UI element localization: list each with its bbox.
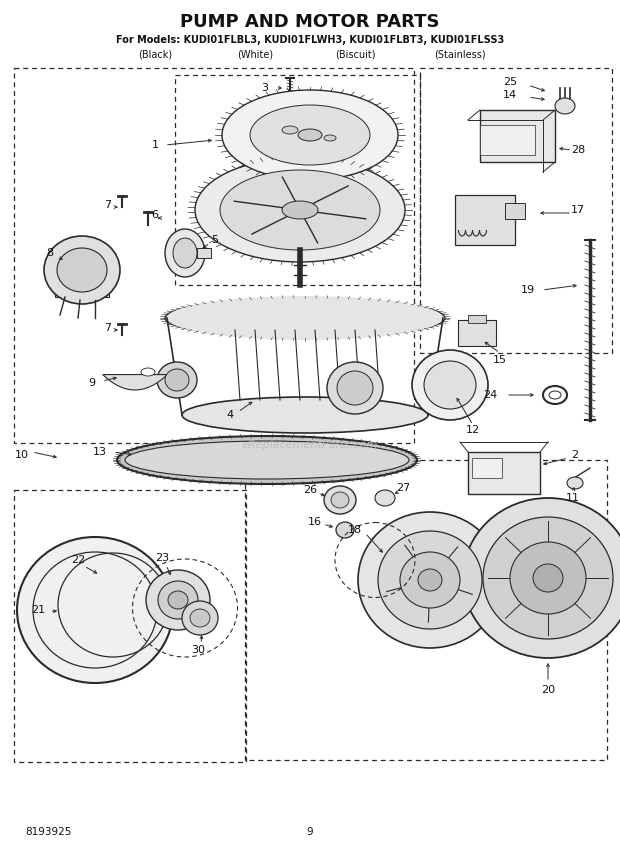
Bar — [455, 195, 515, 245]
Text: 2: 2 — [572, 450, 578, 460]
Bar — [458, 320, 496, 346]
Ellipse shape — [222, 90, 398, 180]
Text: (Stainless): (Stainless) — [434, 49, 486, 59]
Text: 9: 9 — [89, 378, 95, 388]
Text: 30: 30 — [191, 645, 205, 655]
Text: 7: 7 — [104, 200, 112, 210]
Ellipse shape — [483, 517, 613, 639]
Bar — [480, 125, 535, 155]
Text: 16: 16 — [308, 517, 322, 527]
Ellipse shape — [378, 531, 482, 629]
Bar — [175, 75, 420, 285]
Text: 22: 22 — [71, 555, 85, 565]
Ellipse shape — [168, 591, 188, 609]
Ellipse shape — [44, 236, 120, 304]
Bar — [197, 248, 211, 258]
Ellipse shape — [324, 486, 356, 514]
Ellipse shape — [57, 248, 107, 292]
Text: 4: 4 — [226, 410, 234, 420]
Bar — [472, 458, 502, 478]
Ellipse shape — [282, 126, 298, 134]
Text: 10: 10 — [15, 450, 29, 460]
Text: 27: 27 — [396, 483, 410, 493]
Polygon shape — [103, 375, 167, 390]
Ellipse shape — [165, 229, 205, 277]
Text: 24: 24 — [483, 390, 497, 400]
Text: For Models: KUDI01FLBL3, KUDI01FLWH3, KUDI01FLBT3, KUDI01FLSS3: For Models: KUDI01FLBL3, KUDI01FLWH3, KU… — [116, 35, 504, 45]
Ellipse shape — [533, 564, 563, 592]
Ellipse shape — [190, 609, 210, 627]
Bar — [505, 203, 525, 219]
Ellipse shape — [336, 522, 354, 538]
Bar — [468, 452, 540, 494]
Text: 5: 5 — [211, 235, 218, 245]
Ellipse shape — [400, 552, 460, 608]
Ellipse shape — [567, 477, 583, 489]
Text: 17: 17 — [571, 205, 585, 215]
Text: (Black): (Black) — [138, 49, 172, 59]
Ellipse shape — [173, 238, 197, 268]
Text: 19: 19 — [521, 285, 535, 295]
Text: 15: 15 — [493, 355, 507, 365]
Text: 25: 25 — [503, 77, 517, 87]
Text: (Biscuit): (Biscuit) — [335, 49, 375, 59]
Ellipse shape — [165, 298, 445, 338]
Ellipse shape — [182, 601, 218, 635]
Ellipse shape — [141, 368, 155, 376]
Ellipse shape — [182, 397, 428, 433]
Text: 26: 26 — [303, 485, 317, 495]
Text: 18: 18 — [348, 525, 362, 535]
Text: 11: 11 — [566, 493, 580, 503]
Text: 3: 3 — [262, 83, 268, 93]
Text: eReplacementParts.com: eReplacementParts.com — [242, 440, 378, 450]
Ellipse shape — [17, 537, 173, 683]
Bar — [480, 110, 555, 162]
Ellipse shape — [117, 436, 417, 484]
Ellipse shape — [298, 129, 322, 141]
Bar — [468, 315, 486, 323]
Text: (White): (White) — [237, 49, 273, 59]
Ellipse shape — [167, 296, 443, 340]
Text: 21: 21 — [31, 605, 45, 615]
Text: 8193925: 8193925 — [25, 827, 71, 837]
Text: 8: 8 — [46, 248, 53, 258]
Text: 23: 23 — [155, 553, 169, 563]
Bar — [14, 68, 414, 443]
Ellipse shape — [158, 581, 198, 619]
Text: 14: 14 — [503, 90, 517, 100]
Text: 13: 13 — [93, 447, 107, 457]
Ellipse shape — [220, 170, 380, 250]
Ellipse shape — [418, 569, 442, 591]
Text: 12: 12 — [466, 425, 480, 435]
Ellipse shape — [412, 350, 488, 420]
Ellipse shape — [324, 135, 336, 141]
Ellipse shape — [337, 371, 373, 405]
Text: PUMP AND MOTOR PARTS: PUMP AND MOTOR PARTS — [180, 13, 440, 31]
Ellipse shape — [165, 369, 189, 391]
Ellipse shape — [327, 362, 383, 414]
Text: 6: 6 — [151, 210, 159, 220]
Text: 9: 9 — [307, 827, 313, 837]
Ellipse shape — [125, 441, 409, 479]
Ellipse shape — [146, 570, 210, 630]
Ellipse shape — [250, 105, 370, 165]
Ellipse shape — [195, 158, 405, 262]
Text: 20: 20 — [541, 685, 555, 695]
Ellipse shape — [358, 512, 502, 648]
Ellipse shape — [331, 492, 349, 508]
Ellipse shape — [510, 542, 586, 614]
Bar — [55, 255, 109, 297]
Ellipse shape — [375, 490, 395, 506]
Text: 28: 28 — [571, 145, 585, 155]
Bar — [420, 68, 612, 353]
Ellipse shape — [157, 362, 197, 398]
Ellipse shape — [555, 98, 575, 114]
Text: 7: 7 — [104, 323, 112, 333]
Text: 1: 1 — [151, 140, 159, 150]
Bar — [245, 460, 607, 760]
Ellipse shape — [282, 201, 318, 219]
Ellipse shape — [424, 361, 476, 409]
Bar — [14, 490, 246, 762]
Ellipse shape — [463, 498, 620, 658]
